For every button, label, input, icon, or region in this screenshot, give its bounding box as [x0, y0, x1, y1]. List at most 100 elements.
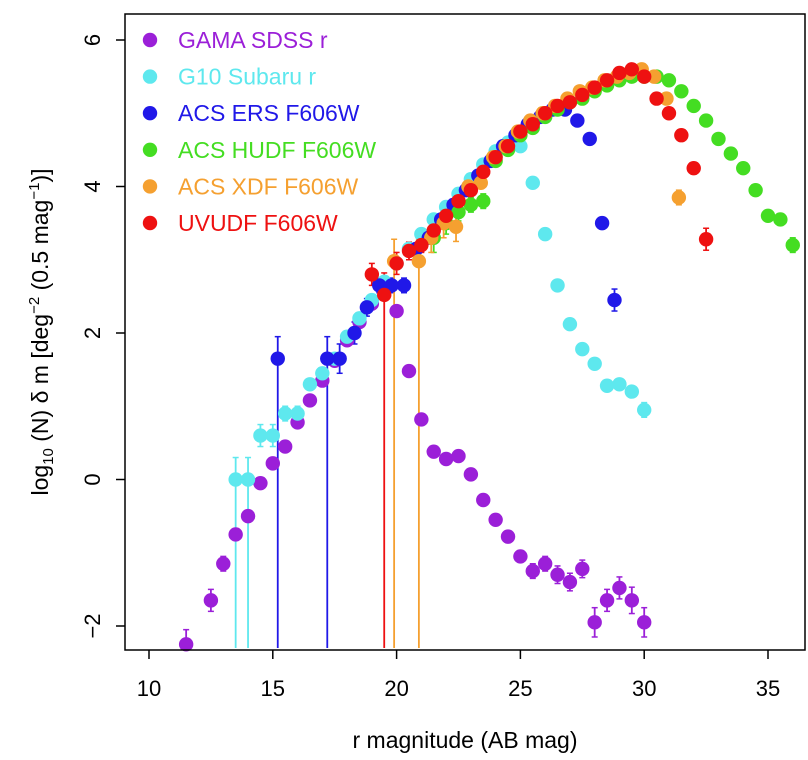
acs-ers-f606w-point [270, 351, 285, 366]
acs-ers-f606w-point [359, 300, 375, 315]
y-tick-label: 6 [80, 34, 105, 46]
gama-sdss-r-point [228, 527, 243, 542]
legend-label-acs-xdf-f606w: ACS XDF F606W [178, 173, 358, 199]
y-axis-title-mid: (0.5 mag [27, 200, 53, 297]
g10-subaru-r-point [562, 317, 578, 332]
uvudf-f606w-point [550, 98, 565, 114]
acs-hudf-f606w-point [463, 197, 479, 213]
uvudf-f606w-point [438, 208, 454, 223]
legend-marker-gama-sdss-r [142, 32, 158, 48]
g10-subaru-r-point [537, 226, 553, 242]
uvudf-f606w-point [661, 106, 677, 121]
legend-label-acs-ers-f606w: ACS ERS F606W [178, 100, 360, 126]
acs-hudf-f606w-point [711, 131, 726, 147]
uvudf-f606w-point [364, 267, 380, 282]
y-axis-title-main: (N) δ m [deg [27, 314, 53, 448]
acs-hudf-f606w-point [760, 208, 776, 223]
g10-subaru-r-point [575, 341, 590, 357]
uvudf-f606w-point [575, 87, 590, 103]
gama-sdss-r-point [277, 439, 293, 454]
gama-sdss-r-point [599, 593, 615, 608]
uvudf-f606w-point [389, 256, 404, 271]
gama-sdss-r-point [253, 475, 268, 491]
gama-sdss-r-point [216, 556, 231, 571]
g10-subaru-r-point [599, 378, 615, 393]
legend-label-uvudf-f606w: UVUDF F606W [178, 210, 338, 236]
uvudf-f606w-point [599, 73, 615, 88]
g10-subaru-r-point [290, 406, 305, 421]
acs-hudf-f606w-point [698, 113, 714, 128]
acs-ers-f606w-point [582, 131, 597, 147]
gama-sdss-r-point [575, 561, 590, 577]
uvudf-f606w-point [637, 69, 652, 84]
gama-sdss-r-point [178, 637, 194, 652]
gama-sdss-r-point [488, 512, 503, 527]
acs-ers-f606w-point [396, 278, 412, 293]
legend-label-acs-hudf-f606w: ACS HUDF F606W [178, 137, 376, 163]
g10-subaru-r-point [228, 472, 243, 487]
y-axis-title-sup2: −1 [26, 183, 43, 200]
uvudf-f606w-point [451, 193, 466, 209]
gama-sdss-r-point [438, 451, 454, 467]
legend: GAMA SDSS r G10 Subaru r ACS ERS F606W ACS … [142, 27, 376, 236]
acs-hudf-f606w-point [674, 84, 689, 99]
acs-ers-f606w-point [594, 215, 610, 231]
acs-xdf-f606w-point [659, 91, 674, 106]
gama-sdss-r-point [637, 615, 652, 630]
acs-xdf-f606w-point [473, 175, 488, 191]
legend-marker-acs-ers-f606w [142, 106, 158, 121]
x-tick-label: 20 [384, 676, 408, 701]
gama-sdss-r-point [389, 303, 404, 319]
uvudf-f606w-point [649, 91, 664, 106]
x-axis-title: r magnitude (AB mag) [353, 727, 578, 753]
acs-ers-f606w-point [320, 351, 335, 366]
gama-sdss-r-point [463, 467, 479, 482]
gama-sdss-r-point [240, 508, 256, 524]
uvudf-f606w-point [488, 150, 503, 165]
uvudf-f606w-point [377, 287, 392, 303]
legend-marker-g10-subaru-r [142, 69, 158, 84]
plot-frame [124, 13, 806, 651]
acs-hudf-f606w-point [661, 73, 677, 88]
acs-hudf-f606w-point [736, 160, 751, 176]
gama-sdss-r-point [513, 549, 528, 564]
acs-hudf-f606w-point [748, 182, 763, 198]
uvudf-f606w-point [513, 124, 528, 139]
uvudf-f606w-point [463, 182, 479, 198]
g10-subaru-r-point [525, 175, 540, 191]
acs-xdf-f606w-point [411, 254, 427, 269]
y-axis-title-sub: 10 [40, 448, 57, 465]
gama-sdss-r-point [451, 448, 466, 464]
x-tick-label: 15 [261, 676, 285, 701]
gama-sdss-r-point [426, 444, 441, 459]
g10-subaru-r-point [277, 406, 293, 421]
y-axis: −2 0 2 4 6 [80, 34, 125, 639]
g10-subaru-r-point [253, 428, 268, 443]
uvudf-f606w-point [624, 62, 640, 77]
g10-subaru-r-point [352, 311, 367, 326]
g10-subaru-r-point [637, 402, 652, 418]
g10-subaru-r-point [513, 139, 528, 154]
acs-xdf-f606w-point [671, 190, 687, 205]
x-tick-label: 30 [632, 676, 656, 701]
gama-sdss-r-point [265, 456, 280, 471]
g10-subaru-r-point [265, 428, 280, 443]
acs-hudf-f606w-point [773, 212, 788, 227]
acs-hudf-f606w-point [476, 193, 491, 209]
gama-sdss-r-point [562, 574, 578, 590]
x-tick-label: 25 [508, 676, 532, 701]
y-tick-label: −2 [80, 613, 105, 638]
acs-ers-f606w-point [570, 113, 585, 128]
acs-xdf-f606w-point [646, 69, 662, 84]
acs-hudf-f606w-point [686, 98, 701, 114]
uvudf-f606w-point [562, 95, 578, 110]
y-tick-label: 0 [80, 473, 105, 485]
g10-subaru-r-point [315, 366, 330, 381]
acs-ers-f606w-point [607, 292, 622, 308]
y-tick-label: 2 [80, 327, 105, 339]
gama-sdss-r-point [537, 556, 553, 571]
gama-sdss-r-point [414, 412, 429, 427]
gama-sdss-r-point [624, 593, 640, 608]
gama-sdss-r-point [550, 567, 565, 582]
legend-label-gama-sdss-r: GAMA SDSS r [178, 27, 328, 53]
